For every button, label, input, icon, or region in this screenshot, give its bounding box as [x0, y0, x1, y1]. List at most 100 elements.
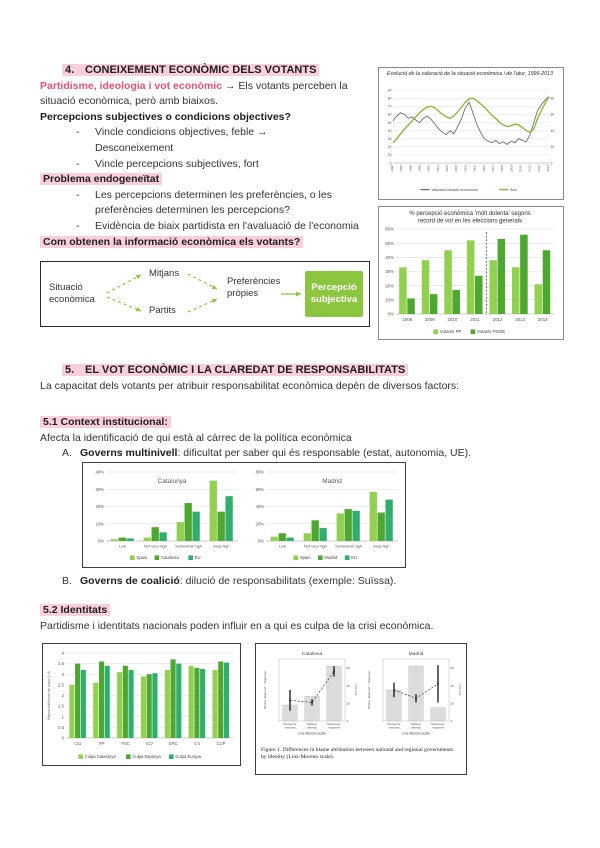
- svg-text:Culpa Espanya: Culpa Espanya: [132, 754, 161, 759]
- svg-text:2012: 2012: [493, 317, 503, 322]
- svg-text:2: 2: [62, 693, 65, 698]
- svg-text:CUP: CUP: [217, 741, 226, 746]
- svg-text:regional: regional: [432, 726, 443, 730]
- item-a-term: Governs multinivell: [80, 447, 178, 460]
- perception-by-vote-bar-chart: 0% 10% 20% 30% 40% 50% 60% % percepció econòmic…: [378, 206, 564, 340]
- lead-highlight: Partidisme, ideologia i vot econòmic: [40, 79, 223, 92]
- svg-text:1999: 1999: [418, 165, 422, 172]
- svg-text:3.5: 3.5: [58, 661, 64, 666]
- svg-text:Not very high: Not very high: [304, 544, 327, 549]
- svg-text:PP: PP: [99, 741, 105, 746]
- information-flow-diagram: Situació econòmica Mitjans Partits Prefe…: [40, 261, 370, 328]
- svg-text:Somewhat high: Somewhat high: [175, 544, 202, 549]
- svg-text:0: 0: [551, 161, 553, 165]
- svg-text:Culpa Europa: Culpa Europa: [175, 754, 201, 759]
- blame-by-party-chart-box: 0 0.5 1 1.5 2 2.5 3 3.5 4 CiU PP PSC ICV ERC C's CUP Mit…: [42, 643, 241, 766]
- svg-text:0: 0: [451, 719, 453, 723]
- subsection-52-heading: 5.2 Identitats: [40, 603, 575, 619]
- svg-text:0: 0: [62, 736, 65, 741]
- svg-text:40%: 40%: [385, 255, 394, 260]
- svg-text:Catalunya: Catalunya: [158, 478, 187, 485]
- list-item: - Les percepcions determinen les preferèn…: [76, 188, 332, 217]
- svg-text:60: 60: [451, 666, 455, 670]
- svg-text:Low: Low: [279, 544, 286, 549]
- svg-text:60: 60: [347, 666, 351, 670]
- item-coalition-governments: B. Governs de coalició: dilució de respon…: [40, 574, 575, 590]
- svg-text:% percepció econòmica 'molt do: % percepció econòmica 'molt dolenta' seg…: [409, 211, 530, 217]
- svg-text:ERC: ERC: [169, 741, 178, 746]
- svg-text:ICV: ICV: [146, 741, 153, 746]
- item-b-number: B.: [62, 575, 72, 587]
- item-a-rest: : dificultat per saber qui és responsabl…: [177, 447, 472, 460]
- blame-chart-canvas: 0 0.5 1 1.5 2 2.5 3 3.5 4 CiU PP PSC ICV ERC C's CUP Mit…: [45, 646, 237, 767]
- svg-text:2012: 2012: [537, 165, 541, 172]
- svg-text:2.5: 2.5: [58, 682, 64, 687]
- svg-text:10%: 10%: [96, 521, 105, 526]
- svg-text:30%: 30%: [96, 487, 105, 492]
- svg-text:0: 0: [347, 719, 349, 723]
- svg-text:identity: identity: [411, 726, 421, 730]
- svg-text:2005: 2005: [473, 165, 477, 172]
- svg-text:Atur: Atur: [510, 188, 517, 192]
- svg-text:C's: C's: [194, 741, 200, 746]
- flow-source-label: Situació econòmica: [49, 282, 95, 306]
- flow-parties-label: Partits: [149, 305, 176, 317]
- svg-text:2011: 2011: [528, 165, 532, 172]
- svg-text:Exclusive: Exclusive: [431, 722, 444, 726]
- line-chart-canvas: Evolució de la valoració de la situació …: [379, 68, 563, 202]
- question-information: Com obtenen la informació econòmica els …: [40, 235, 373, 251]
- svg-text:40: 40: [551, 129, 555, 133]
- flow-media-label: Mitjans: [149, 268, 180, 280]
- svg-text:50: 50: [388, 121, 392, 125]
- bullets-endogeneity: - Les percepcions determinen les preferèn…: [40, 188, 373, 235]
- svg-text:2010: 2010: [448, 317, 458, 322]
- bar-chart-canvas: 0% 10% 20% 30% 40% 50% 60% % percepció econòmic…: [379, 207, 563, 342]
- svg-text:30: 30: [388, 137, 392, 141]
- svg-text:Very high: Very high: [373, 544, 389, 549]
- svg-text:4: 4: [62, 651, 65, 656]
- svg-text:Votants PSOE: Votants PSOE: [477, 329, 505, 334]
- svg-text:Madrid: Madrid: [324, 555, 337, 560]
- svg-text:60: 60: [551, 113, 555, 117]
- svg-text:PSC: PSC: [121, 741, 130, 746]
- svg-text:1997: 1997: [399, 165, 403, 172]
- question-subjective-objective: Percepcions subjectives o condicions obj…: [40, 110, 291, 123]
- svg-text:Linz-Moreno scale: Linz-Moreno scale: [298, 732, 326, 736]
- svg-text:20%: 20%: [385, 283, 394, 288]
- svg-text:Percent: Percent: [354, 685, 358, 696]
- svg-text:1: 1: [62, 714, 65, 719]
- svg-text:Culpa Catalunya: Culpa Catalunya: [85, 754, 117, 759]
- svg-text:record de vot en les eleccions: record de vot en les eleccions generals: [418, 219, 522, 225]
- svg-text:Shared: Shared: [307, 722, 317, 726]
- svg-text:60: 60: [388, 113, 392, 117]
- svg-text:Spain: Spain: [300, 555, 311, 560]
- svg-text:60%: 60%: [256, 487, 265, 492]
- svg-text:EU: EU: [195, 555, 201, 560]
- svg-text:1998: 1998: [408, 165, 412, 172]
- svg-text:Blame: National − Regional: Blame: National − Regional: [367, 671, 371, 709]
- svg-text:70: 70: [388, 105, 392, 109]
- section5-column: 5. EL VOT ECONÒMIC I LA CLAREDAT DE RESPO…: [40, 363, 575, 462]
- svg-text:0: 0: [390, 161, 392, 165]
- svg-text:Linz-Moreno scale: Linz-Moreno scale: [402, 732, 430, 736]
- svg-text:Madrid: Madrid: [322, 478, 342, 485]
- svg-text:0%: 0%: [98, 539, 104, 544]
- svg-text:80: 80: [388, 97, 392, 101]
- svg-text:20%: 20%: [96, 504, 105, 509]
- flow-preferences-label: Preferències pròpies: [227, 276, 281, 300]
- svg-text:2009: 2009: [509, 165, 513, 172]
- svg-text:EU: EU: [351, 555, 357, 560]
- svg-text:2013: 2013: [515, 317, 525, 322]
- svg-text:regional: regional: [328, 726, 339, 730]
- svg-text:2006: 2006: [482, 165, 486, 172]
- svg-text:40: 40: [347, 684, 351, 688]
- section4-title: CONEIXEMENT ECONÒMIC DELS VOTANTS: [85, 64, 317, 76]
- svg-text:Votants PP: Votants PP: [440, 329, 462, 334]
- flow-arrows: [106, 273, 301, 313]
- list-item: - Evidència de biaix partidista en l'aval…: [76, 219, 359, 232]
- blame-identity-figure-box: Catalonia Exclusive national Shared identity…: [255, 643, 467, 775]
- svg-text:2001: 2001: [436, 165, 440, 172]
- section5-title: EL VOT ECONÒMIC I LA CLAREDAT DE RESPONS…: [85, 364, 406, 376]
- svg-text:Somewhat high: Somewhat high: [335, 544, 362, 549]
- svg-text:20: 20: [388, 145, 392, 149]
